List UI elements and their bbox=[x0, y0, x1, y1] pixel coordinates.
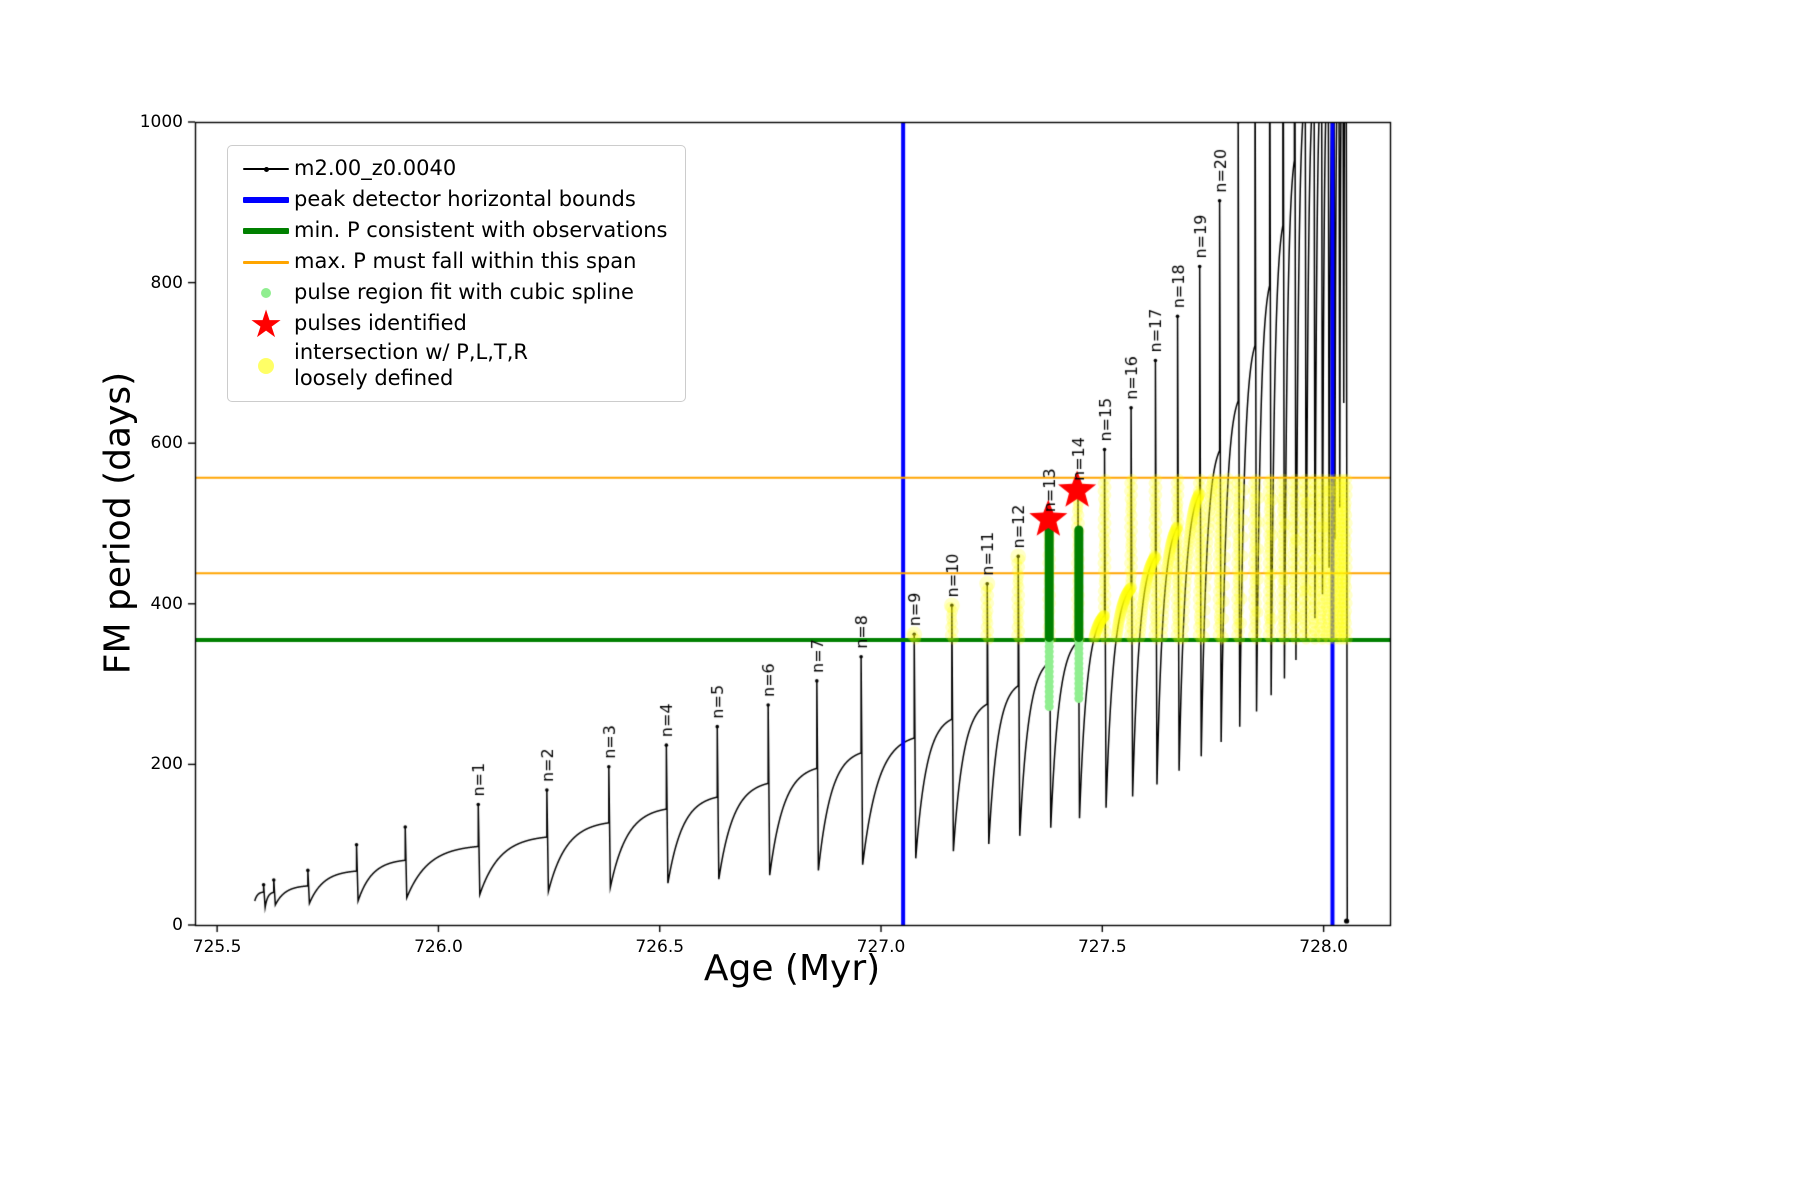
y-tick-label: 1000 bbox=[139, 112, 183, 132]
y-tick-label: 0 bbox=[172, 915, 183, 935]
x-tick-label: 728.0 bbox=[1299, 937, 1348, 957]
legend-row-max-p: max. P must fall within this span bbox=[238, 247, 667, 277]
x-axis-label: Age (Myr) bbox=[703, 948, 881, 989]
legend-label-spline: pulse region fit with cubic spline bbox=[294, 280, 634, 305]
x-tick-label: 725.5 bbox=[192, 937, 242, 957]
y-tick-label: 600 bbox=[150, 433, 183, 454]
legend-label-peak-bounds: peak detector horizontal bounds bbox=[294, 187, 636, 212]
blue-thick-line-icon bbox=[238, 186, 294, 214]
green-thick-line-icon bbox=[238, 217, 294, 245]
legend-row-peak-bounds: peak detector horizontal bounds bbox=[238, 185, 667, 215]
legend-row-series: m2.00_z0.0040 bbox=[238, 154, 667, 184]
x-tick-label: 727.0 bbox=[856, 937, 906, 957]
legend-row-spline: pulse region fit with cubic spline bbox=[238, 278, 667, 308]
x-tick-label: 726.0 bbox=[414, 937, 463, 957]
orange-line-icon bbox=[238, 248, 294, 276]
y-tick-label: 800 bbox=[150, 272, 183, 293]
y-tick-label: 400 bbox=[150, 593, 183, 614]
black-line-dot-icon bbox=[238, 155, 294, 183]
y-tick-label: 200 bbox=[150, 754, 183, 775]
legend-label-min-p: min. P consistent with observations bbox=[294, 218, 668, 243]
legend-label-max-p: max. P must fall within this span bbox=[294, 249, 637, 274]
legend-row-min-p: min. P consistent with observations bbox=[238, 216, 667, 246]
legend: m2.00_z0.0040 peak detector horizontal b… bbox=[227, 145, 687, 403]
red-star-icon: ★ bbox=[248, 301, 284, 346]
x-tick-label: 726.5 bbox=[635, 937, 685, 957]
legend-label-intersection: intersection w/ P,L,T,R loosely defined bbox=[294, 340, 528, 390]
legend-label-series: m2.00_z0.0040 bbox=[294, 156, 457, 181]
x-tick-label: 727.5 bbox=[1077, 937, 1127, 957]
yellow-dot-icon bbox=[238, 352, 294, 380]
legend-row-pulses: ★ pulses identified bbox=[238, 301, 667, 346]
lightgreen-dot-icon bbox=[238, 279, 294, 307]
legend-label-pulses: pulses identified bbox=[294, 311, 467, 336]
y-axis-label: FM period (days) bbox=[97, 371, 139, 675]
legend-row-intersection: intersection w/ P,L,T,R loosely defined bbox=[238, 340, 667, 391]
